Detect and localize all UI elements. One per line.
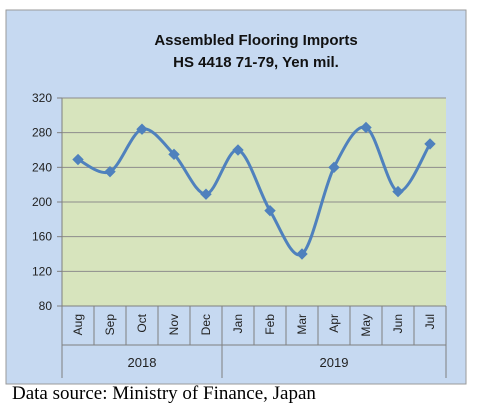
data-point-apr: [328, 161, 340, 174]
y-tick-label: 320: [32, 91, 52, 105]
x-tick-label-may: May: [359, 314, 373, 337]
data-point-mar: [296, 248, 308, 260]
x-tick-label-sep: Sep: [103, 314, 117, 336]
data-point-aug: [72, 153, 84, 166]
data-point-jul: [424, 138, 436, 150]
x-tick-label-jun: Jun: [391, 314, 405, 333]
y-tick-label: 160: [32, 230, 52, 244]
x-axis-group-labels: 2018 2019: [128, 355, 349, 370]
x-tick-label-jan: Jan: [231, 314, 245, 333]
data-point-feb: [264, 204, 276, 217]
data-point-jan: [232, 144, 244, 156]
y-tick-label: 280: [32, 126, 52, 140]
y-axis-tick-labels: 80 120 160 200 240 280 320: [32, 91, 52, 313]
chart-title-line-1: Assembled Flooring Imports: [154, 32, 357, 49]
data-point-nov: [168, 148, 180, 161]
y-tick-label: 80: [39, 299, 53, 313]
chart-title-line-2: HS 4418 71-79, Yen mil.: [173, 54, 339, 71]
gridlines: [57, 97, 446, 307]
y-tick-label: 200: [32, 195, 52, 209]
data-point-oct: [136, 123, 148, 135]
x-tick-label-oct: Oct: [135, 313, 149, 332]
axes: [61, 98, 447, 378]
x-tick-label-jul: Jul: [423, 314, 437, 329]
data-point-jun: [392, 185, 404, 198]
y-tick-label: 120: [32, 264, 52, 278]
data-point-dec: [200, 188, 212, 200]
x-tick-label-nov: Nov: [167, 314, 181, 335]
y-tick-label: 240: [32, 160, 52, 174]
x-tick-label-aug: Aug: [71, 314, 85, 335]
series-line-imports: [72, 121, 436, 260]
x-tick-label-dec: Dec: [199, 314, 213, 335]
data-source-note: Data source: Ministry of Finance, Japan: [12, 383, 316, 404]
data-point-sep: [104, 165, 116, 178]
x-axis-tick-labels: Aug Sep Oct Nov Dec Jan Feb Mar Apr May Jun Jul: [71, 313, 437, 336]
x-tick-label-feb: Feb: [263, 314, 277, 335]
x-group-label-2018: 2018: [128, 355, 157, 370]
data-point-may: [360, 121, 372, 134]
x-tick-label-mar: Mar: [295, 314, 309, 335]
x-group-label-2019: 2019: [320, 355, 349, 370]
x-tick-label-apr: Apr: [327, 314, 341, 333]
